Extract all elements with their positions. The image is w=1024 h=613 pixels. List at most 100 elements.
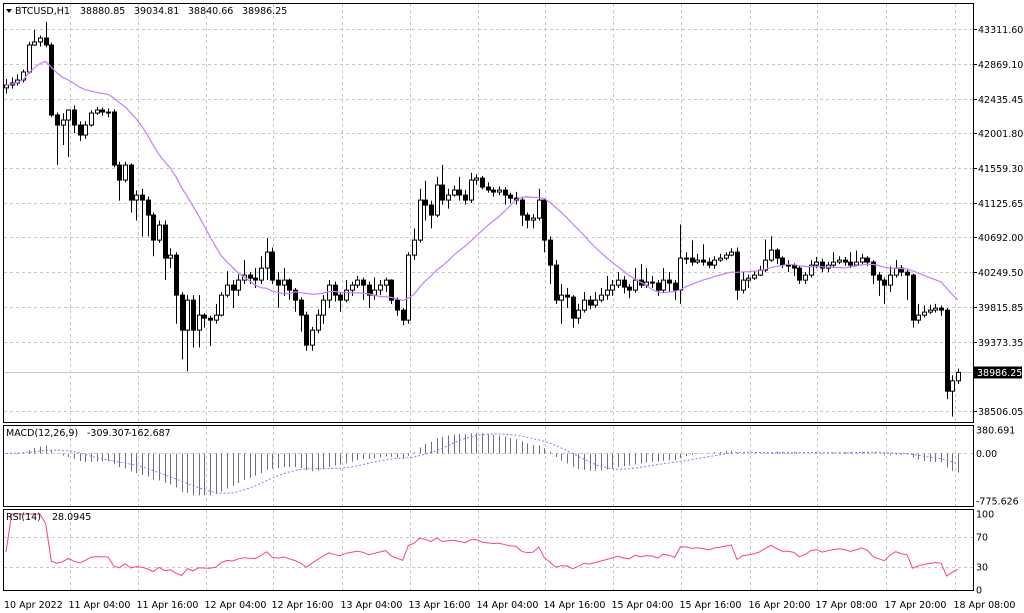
- time-tick-label: 16 Apr 20:00: [749, 600, 811, 611]
- bull-candle: [933, 307, 938, 311]
- bear-candle: [180, 294, 185, 331]
- bull-candle: [265, 251, 270, 269]
- bull-candle: [809, 264, 814, 276]
- bull-candle: [259, 267, 264, 281]
- time-tick-label: 11 Apr 16:00: [137, 600, 199, 611]
- bear-candle: [667, 279, 672, 284]
- bull-candle: [724, 254, 729, 259]
- bear-candle: [905, 271, 910, 276]
- bear-candle: [588, 299, 593, 306]
- bull-candle: [95, 109, 100, 114]
- bull-candle: [684, 257, 689, 260]
- bull-candle: [712, 259, 717, 266]
- bull-candle: [837, 259, 842, 263]
- triangle-down-icon[interactable]: [6, 9, 12, 13]
- bull-candle: [469, 179, 474, 201]
- bear-candle: [191, 299, 196, 331]
- bear-candle: [140, 194, 145, 201]
- price-panel[interactable]: [4, 21, 973, 417]
- time-tick-label: 18 Apr 08:00: [954, 600, 1016, 611]
- bear-candle: [780, 257, 785, 266]
- bear-candle: [554, 264, 559, 301]
- bull-candle: [854, 261, 859, 266]
- price-tick-label: 41125.65: [978, 199, 1023, 210]
- bull-candle: [38, 37, 43, 43]
- bear-candle: [775, 249, 780, 259]
- bull-candle: [310, 329, 315, 346]
- bear-candle: [486, 186, 491, 191]
- bear-candle: [304, 314, 309, 346]
- bull-candle: [378, 284, 383, 291]
- price-tick-label: 43311.60: [978, 25, 1023, 36]
- bull-candle: [763, 259, 768, 271]
- bull-candle: [327, 284, 332, 301]
- bear-candle: [338, 294, 343, 301]
- bull-candle: [497, 189, 502, 193]
- symbol-label: BTCUSD,H1: [15, 6, 70, 17]
- bear-candle: [877, 274, 882, 281]
- bear-candle: [44, 37, 49, 46]
- bear-candle: [548, 239, 553, 266]
- bull-candle: [605, 289, 610, 296]
- bull-candle: [219, 294, 224, 316]
- rsi-header: RSI(14) 28.0945: [6, 512, 91, 523]
- bear-candle: [202, 314, 207, 319]
- bear-candle: [49, 44, 54, 116]
- bull-candle: [695, 259, 700, 263]
- bull-candle: [89, 112, 94, 126]
- bull-candle: [32, 41, 37, 46]
- time-tick-label: 13 Apr 04:00: [341, 600, 403, 611]
- bear-candle: [389, 279, 394, 301]
- macd-header: MACD(12,26,9) -309.307 -162.687: [6, 428, 171, 439]
- bear-candle: [100, 109, 105, 113]
- bull-candle: [741, 279, 746, 291]
- macd-tick-label: -775.626: [976, 497, 1019, 508]
- low-value: 38840.66: [188, 6, 233, 17]
- bull-candle: [123, 164, 128, 181]
- bear-candle: [367, 284, 372, 296]
- bear-candle: [361, 279, 366, 286]
- bull-candle: [355, 279, 360, 286]
- bull-candle: [616, 279, 621, 286]
- bull-candle: [157, 224, 162, 241]
- moving-average-line: [5, 60, 959, 302]
- bull-candle: [956, 371, 961, 382]
- time-tick-label: 14 Apr 04:00: [477, 600, 539, 611]
- bear-candle: [939, 307, 944, 311]
- bear-candle: [117, 164, 122, 181]
- bear-candle: [174, 254, 179, 296]
- bear-candle: [163, 224, 168, 259]
- bull-candle: [83, 124, 88, 136]
- bull-candle: [746, 277, 751, 281]
- bull-candle: [197, 314, 202, 331]
- bull-candle: [537, 199, 542, 219]
- bull-candle: [678, 257, 683, 291]
- rsi-label: RSI(14): [6, 512, 41, 523]
- bull-candle: [894, 267, 899, 276]
- time-tick-label: 14 Apr 16:00: [544, 600, 606, 611]
- bull-candle: [593, 299, 598, 306]
- bull-candle: [168, 254, 173, 259]
- bull-candle: [27, 44, 32, 73]
- bear-candle: [542, 199, 547, 241]
- high-value: 39034.81: [134, 6, 179, 17]
- bear-candle: [797, 267, 802, 281]
- bull-candle: [888, 274, 893, 286]
- bull-candle: [61, 119, 66, 126]
- bear-candle: [333, 284, 338, 296]
- time-tick-label: 12 Apr 04:00: [205, 600, 267, 611]
- grid: [4, 4, 973, 590]
- bear-candle: [129, 164, 134, 201]
- macd-panel[interactable]: [5, 432, 959, 496]
- close-value: 38986.25: [242, 6, 287, 17]
- macd-label: MACD(12,26,9): [6, 428, 78, 439]
- bull-candle: [412, 239, 417, 256]
- bull-candle: [435, 184, 440, 216]
- current-price-box: [974, 366, 1022, 379]
- rsi-tick-label: 0: [976, 586, 982, 597]
- axis-labels: 43311.60 42869.10 42435.45 42001.80 41559.30…: [4, 25, 1023, 611]
- macd-signal-value: -162.687: [128, 428, 171, 439]
- bull-candle: [559, 294, 564, 301]
- rsi-panel[interactable]: [5, 513, 959, 577]
